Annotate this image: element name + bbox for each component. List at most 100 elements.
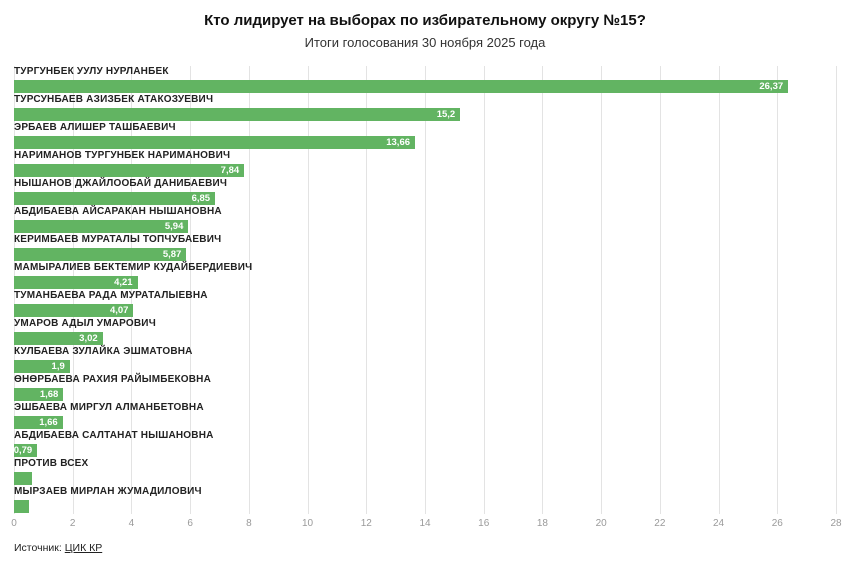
bar: 0,79	[13, 444, 38, 457]
bar-track: 15,2	[14, 108, 836, 121]
bar-value-label: 26,37	[759, 81, 784, 92]
bar-value-label: 1,66	[39, 417, 58, 428]
bar: 7,84	[14, 164, 245, 177]
bar-track	[14, 472, 836, 485]
bar-track: 0,79	[14, 444, 836, 457]
x-tick-label: 4	[128, 518, 135, 529]
bar-track: 7,84	[14, 164, 836, 177]
bar-row: ТУРСУНБАЕВ АЗИЗБЕК АТАКОЗУЕВИЧ 15,2	[14, 94, 836, 122]
gridline	[248, 66, 250, 514]
bar-label: МАМЫРАЛИЕВ БЕКТЕМИР КУДАЙБЕРДИЕВИЧ	[14, 262, 253, 273]
bar-track	[14, 500, 836, 513]
bar-label: КУЛБАЕВА ЗУЛАЙКА ЭШМАТОВНА	[14, 346, 193, 357]
bar-value-label: 0,79	[13, 445, 33, 456]
bar	[14, 500, 29, 513]
bar: 4,07	[14, 304, 134, 317]
bar-label: АБДИБАЕВА АЙСАРАКАН НЫШАНОВНА	[14, 206, 222, 217]
bar-track: 1,66	[14, 416, 836, 429]
bar-track: 5,94	[14, 220, 836, 233]
bar-row: КУЛБАЕВА ЗУЛАЙКА ЭШМАТОВНА 1,9	[14, 346, 836, 374]
bar-value-label: 4,21	[114, 277, 133, 288]
gridline	[777, 66, 779, 514]
bar-label: НАРИМАНОВ ТУРГУНБЕК НАРИМАНОВИЧ	[14, 150, 231, 161]
bar: 26,37	[14, 80, 789, 93]
gridline	[190, 66, 192, 514]
bar-label: ПРОТИВ ВСЕХ	[14, 458, 89, 469]
bar-track: 1,68	[14, 388, 836, 401]
bar-value-label: 13,66	[386, 137, 411, 148]
bar-row: МАМЫРАЛИЕВ БЕКТЕМИР КУДАЙБЕРДИЕВИЧ 4,21	[14, 262, 836, 290]
bar-value-label: 4,07	[109, 305, 129, 316]
bar-row: НЫШАНОВ ДЖАЙЛООБАЙ ДАНИБАЕВИЧ 6,85	[14, 178, 836, 206]
bar-row: КЕРИМБАЕВ МУРАТАЛЫ ТОПЧУБАЕВИЧ 5,87	[14, 234, 836, 262]
bar-track: 13,66	[14, 136, 836, 149]
bar-track: 4,07	[14, 304, 836, 317]
x-tick-label: 2	[69, 518, 76, 529]
x-tick-label: 14	[419, 518, 431, 529]
bar: 1,68	[14, 388, 64, 401]
bar-value-label: 5,94	[164, 221, 184, 232]
bar-track: 4,21	[14, 276, 836, 289]
x-tick-label: 16	[478, 518, 490, 529]
gridline	[659, 66, 661, 514]
bar-track: 1,9	[14, 360, 836, 373]
bar-rows: ТУРГУНБЕК УУЛУ НУРЛАНБЕК 26,37 ТУРСУНБАЕВ …	[14, 66, 836, 514]
bar-row: ПРОТИВ ВСЕХ	[14, 458, 836, 486]
x-axis: 0 2 4 6 8 10 12 14 16 18 20 22 24 26 28	[11, 518, 841, 532]
x-tick-label: 8	[246, 518, 252, 529]
bar-row: УМАРОВ АДЫЛ УМАРОВИЧ 3,02	[14, 318, 836, 346]
bar: 6,85	[14, 192, 216, 205]
gridline	[425, 66, 426, 514]
bar-value-label: 6,85	[191, 193, 211, 204]
x-tick-label: 28	[830, 518, 842, 529]
bar: 4,21	[14, 276, 138, 289]
source-prefix: Источник:	[14, 542, 62, 554]
gridline	[131, 66, 133, 514]
bar-label: АБДИБАЕВА САЛТАНАТ НЫШАНОВНА	[14, 430, 214, 441]
gridline	[601, 66, 603, 514]
x-tick-label: 24	[713, 518, 725, 529]
gridline	[483, 66, 485, 514]
bar-value-label: 5,87	[162, 249, 182, 260]
bar-track: 6,85	[14, 192, 836, 205]
bar: 1,66	[14, 416, 63, 429]
chart-subtitle: Итоги голосования 30 ноября 2025 года	[304, 35, 546, 50]
bar-row: МЫРЗАЕВ МИРЛАН ЖУМАДИЛОВИЧ	[14, 486, 836, 514]
x-tick-label: 6	[187, 518, 193, 529]
bar-row: ТУРГУНБЕК УУЛУ НУРЛАНБЕК 26,37	[14, 66, 836, 94]
bar-row: ТУМАНБАЕВА РАДА МУРАТАЛЫЕВНА 4,07	[14, 290, 836, 318]
bar-label: ТУРСУНБАЕВ АЗИЗБЕК АТАКОЗУЕВИЧ	[14, 94, 214, 105]
source-link[interactable]: ЦИК КР	[64, 542, 103, 554]
bar-value-label: 1,68	[39, 389, 59, 400]
bar: 1,9	[14, 360, 70, 373]
bar-track: 3,02	[14, 332, 836, 345]
bar-track: 26,37	[14, 80, 836, 93]
bar-row: ЭРБАЕВ АЛИШЕР ТАШБАЕВИЧ 13,66	[14, 122, 836, 150]
bar-value-label: 7,84	[220, 165, 240, 176]
gridline	[307, 66, 309, 514]
bar-value-label: 3,02	[79, 333, 98, 344]
bar	[14, 472, 32, 485]
x-tick-label: 22	[654, 518, 666, 529]
bar-value-label: 1,9	[51, 361, 65, 372]
bar-row: АБДИБАЕВА АЙСАРАКАН НЫШАНОВНА 5,94	[14, 206, 836, 234]
bar-label: ТУМАНБАЕВА РАДА МУРАТАЛЫЕВНА	[14, 290, 208, 301]
bar-label: ТУРГУНБЕК УУЛУ НУРЛАНБЕК	[14, 66, 169, 77]
bar-track: 5,87	[14, 248, 836, 261]
bar-label: УМАРОВ АДЫЛ УМАРОВИЧ	[14, 318, 156, 329]
x-tick-label: 26	[771, 518, 783, 529]
chart-title: Кто лидирует на выборах по избирательном…	[204, 12, 646, 29]
bar-label: МЫРЗАЕВ МИРЛАН ЖУМАДИЛОВИЧ	[14, 486, 202, 497]
bar: 5,87	[14, 248, 187, 261]
bar-label: НЫШАНОВ ДЖАЙЛООБАЙ ДАНИБАЕВИЧ	[14, 178, 228, 189]
bar-row: ЭШБАЕВА МИРГУЛ АЛМАНБЕТОВНА 1,66	[14, 402, 836, 430]
bar-row: ӨНӨРБАЕВА РАХИЯ РАЙЫМБЕКОВНА 1,68	[14, 374, 836, 402]
bar: 5,94	[14, 220, 189, 233]
bar-label: ӨНӨРБАЕВА РАХИЯ РАЙЫМБЕКОВНА	[14, 374, 212, 385]
bar-row: НАРИМАНОВ ТУРГУНБЕК НАРИМАНОВИЧ 7,84	[14, 150, 836, 178]
bar-label: ЭРБАЕВ АЛИШЕР ТАШБАЕВИЧ	[14, 122, 176, 133]
x-tick-label: 10	[302, 518, 314, 529]
source-note: Источник: ЦИК КР	[14, 542, 102, 554]
bar: 13,66	[14, 136, 416, 149]
